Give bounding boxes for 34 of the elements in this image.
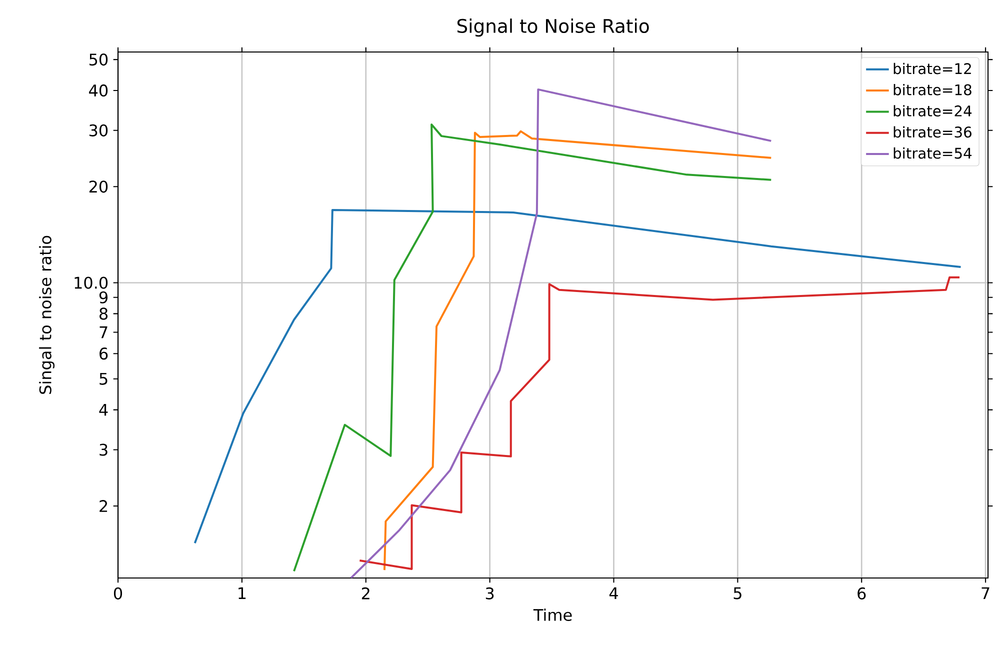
legend-label: bitrate=54	[894, 147, 972, 159]
y-tick-label: 50	[90, 53, 108, 66]
line-series	[358, 276, 960, 570]
y-tick-label: 30	[89, 124, 108, 136]
y-tick-label: 10.0	[74, 276, 108, 289]
x-tick-label: 7	[982, 587, 990, 600]
y-tick-label: 3	[100, 444, 108, 456]
y-tick-label: 9	[99, 291, 108, 304]
legend-label: bitrate=12	[894, 62, 971, 74]
x-tick-label: 6	[858, 587, 866, 600]
x-tick-label: 5	[734, 587, 742, 600]
x-tick-label: 4	[609, 587, 618, 600]
y-tick-label: 8	[100, 308, 108, 320]
y-axis-title: Singal to noise ratio	[39, 236, 55, 394]
x-tick-label: 1	[238, 587, 246, 600]
line-series	[350, 88, 772, 578]
y-tick-label: 6	[100, 348, 108, 360]
x-tick-label: 0	[114, 587, 122, 600]
legend-label: bitrate=18	[894, 84, 972, 96]
x-tick-label: 3	[486, 587, 494, 600]
line-series	[383, 130, 772, 572]
y-tick-label: 7	[100, 326, 108, 338]
y-tick-label: 20	[89, 180, 108, 193]
line-series	[194, 208, 962, 544]
legend-label: bitrate=24	[894, 105, 972, 116]
y-tick-label: 2	[100, 500, 108, 512]
legend-label: bitrate=36	[894, 126, 972, 138]
chart-title: Signal to Noise Ratio	[457, 18, 649, 37]
y-tick-label: 5	[100, 372, 108, 385]
y-tick-label: 40	[89, 84, 108, 97]
x-axis-title: Time	[533, 608, 572, 622]
line-series	[292, 124, 772, 572]
x-tick-label: 2	[362, 587, 370, 600]
y-tick-label: 4	[99, 404, 108, 416]
